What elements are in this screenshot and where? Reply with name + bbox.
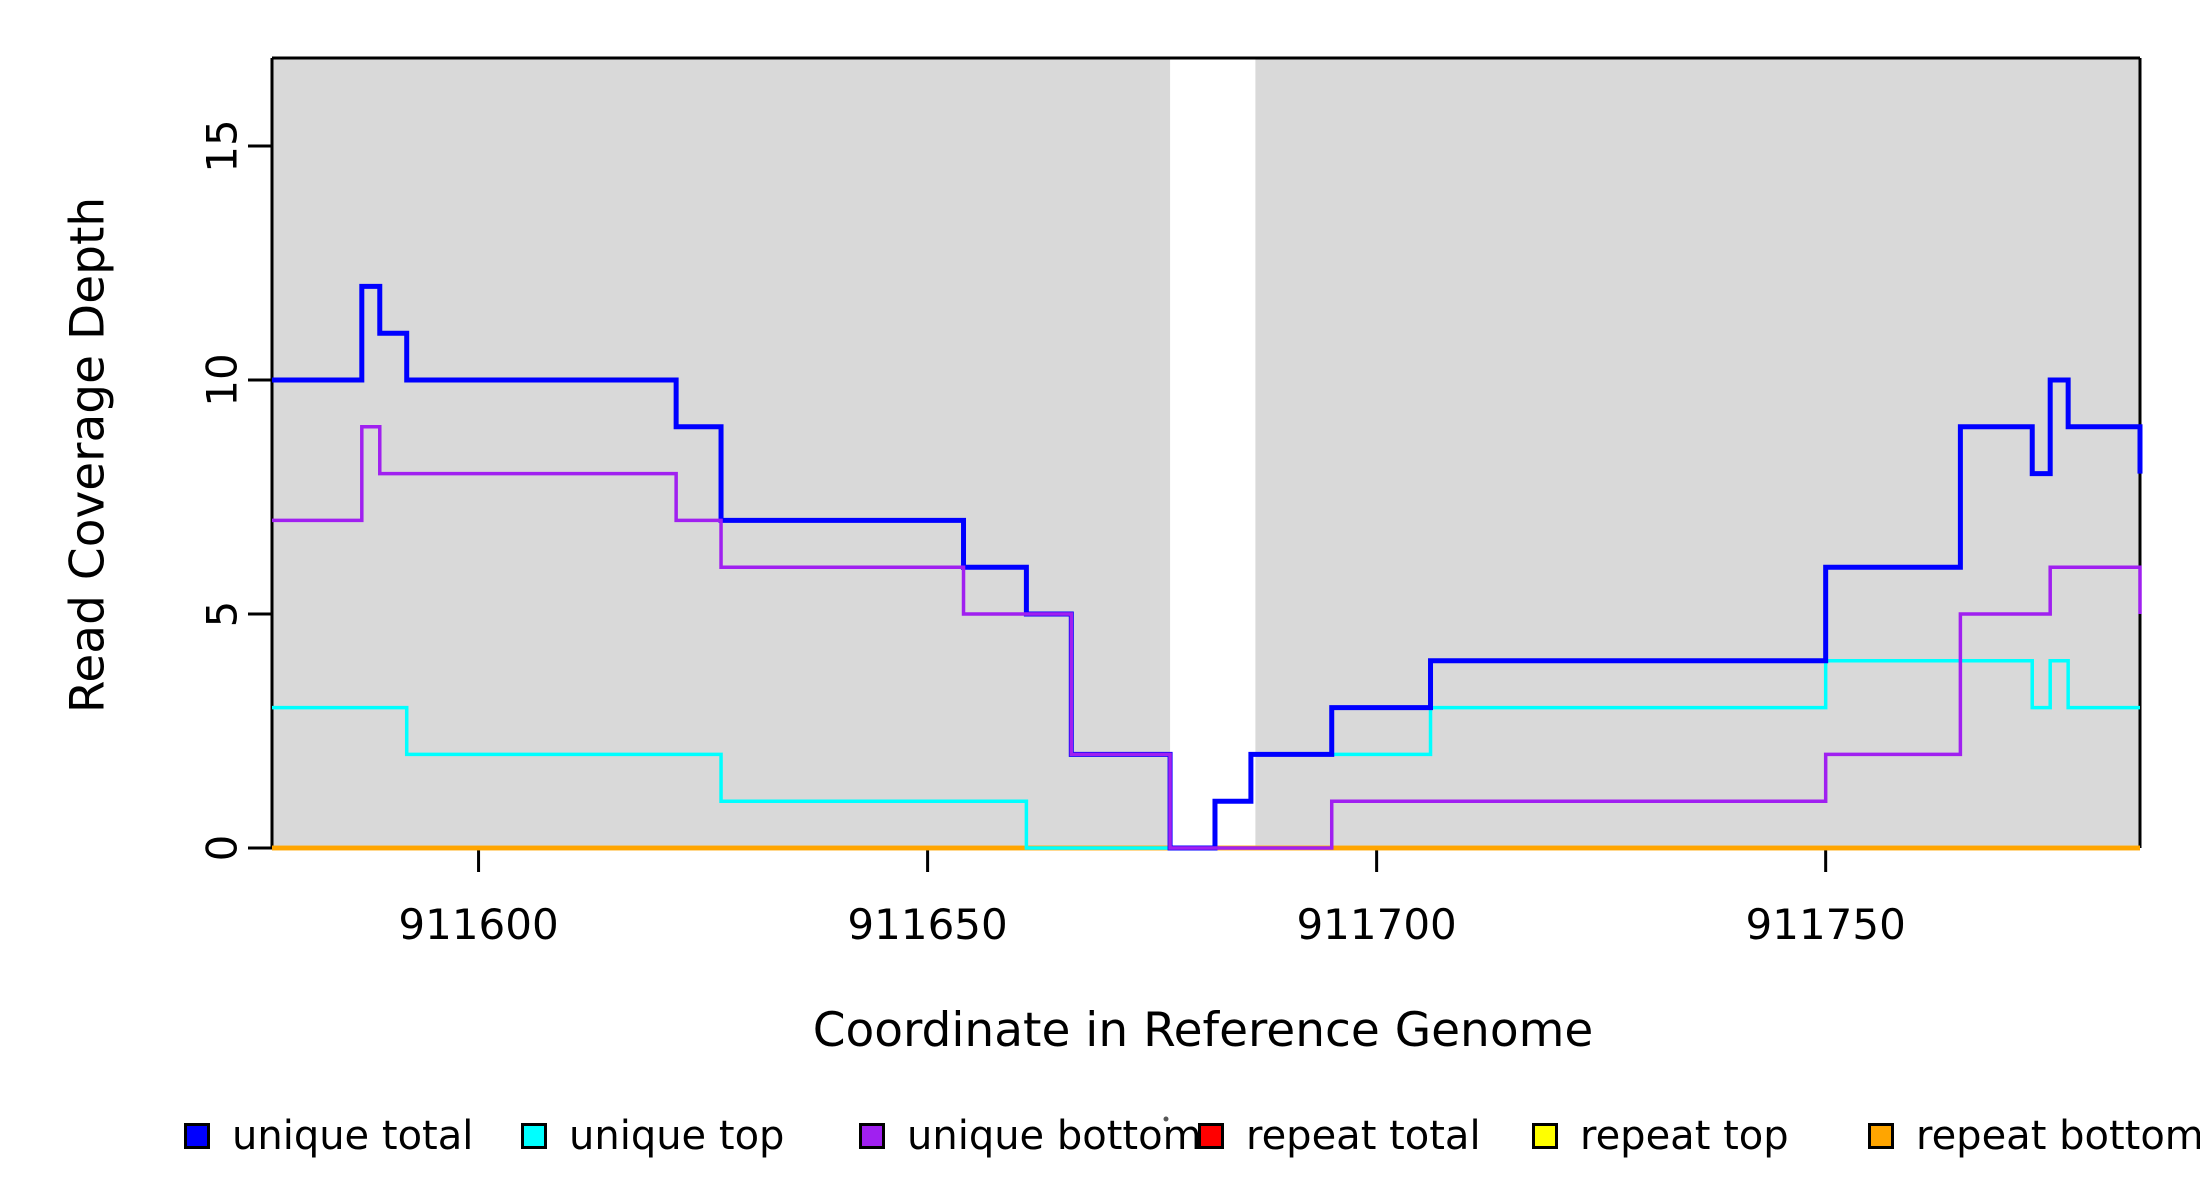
y-tick-label: 0 — [197, 834, 247, 862]
y-tick-label: 15 — [197, 119, 247, 173]
series-line-unique-bottom — [272, 425, 2142, 850]
legend-label: unique top — [569, 1113, 785, 1159]
legend-item-repeat-total: repeat total — [1198, 1113, 1481, 1159]
x-tick-label: 911650 — [847, 900, 1008, 949]
legend-swatch-icon — [521, 1123, 547, 1149]
x-tick-label: 911700 — [1296, 900, 1457, 949]
series-line-unique-top — [272, 659, 2140, 850]
legend-swatch-icon — [859, 1123, 885, 1149]
legend-swatch-icon — [184, 1123, 210, 1149]
shaded-regions-group — [272, 58, 2140, 848]
y-axis-title: Read Coverage Depth — [60, 196, 116, 714]
legend-item-unique-top: unique top — [521, 1113, 785, 1159]
x-tick-label: 911750 — [1745, 900, 1906, 949]
legend-swatch-icon — [1532, 1123, 1558, 1149]
shaded-region — [1255, 58, 2140, 848]
legend-item-unique-total: unique total — [184, 1113, 474, 1159]
legend-swatch-icon — [1868, 1123, 1894, 1149]
x-tick-label: 911600 — [398, 900, 559, 949]
legend-label: repeat top — [1580, 1113, 1789, 1159]
x-axis-title: Coordinate in Reference Genome — [812, 1003, 1594, 1058]
y-tick-label: 10 — [197, 353, 247, 407]
legend-label: unique bottom — [907, 1113, 1202, 1159]
data-series-group — [272, 283, 2143, 851]
legend-label: repeat total — [1246, 1113, 1481, 1159]
legend-item-repeat-bottom: repeat bottom — [1868, 1113, 2200, 1159]
legend-label: repeat bottom — [1916, 1113, 2200, 1159]
legend-label: unique total — [232, 1113, 474, 1159]
legend-item-repeat-top: repeat top — [1532, 1113, 1789, 1159]
y-tick-label: 5 — [197, 600, 247, 628]
legend-swatch-icon — [1198, 1123, 1224, 1149]
axis-ticks-group — [248, 144, 1828, 872]
stray-dot — [1163, 1116, 1169, 1122]
legend-item-unique-bottom: unique bottom — [859, 1113, 1202, 1159]
